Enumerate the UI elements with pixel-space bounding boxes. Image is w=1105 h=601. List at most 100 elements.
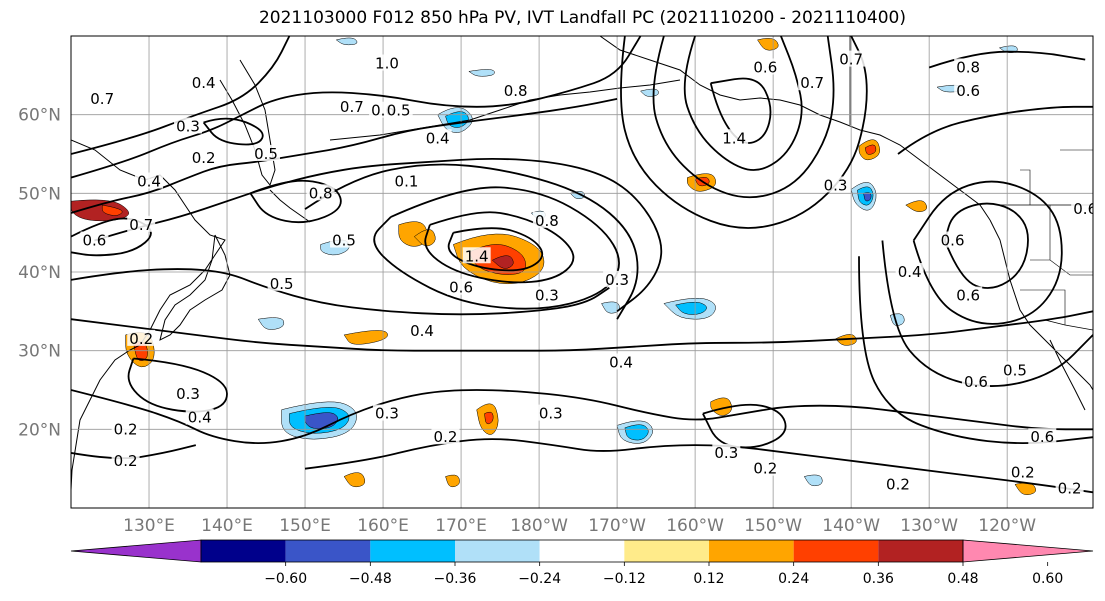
pv-contour-line	[71, 268, 610, 316]
coastline-aleutians	[329, 79, 681, 141]
contour-label: 0.5	[332, 232, 356, 250]
contour-label: 0.2	[886, 475, 910, 493]
pv-anomaly-fill	[491, 255, 514, 269]
map-frame	[70, 35, 1094, 509]
contour-label: 0.3	[535, 287, 559, 305]
contour-label: 0.4	[188, 409, 212, 427]
contour-label-bg	[372, 404, 401, 421]
contour-label: 0.2	[192, 149, 216, 167]
contour-label: 0.2	[1011, 464, 1035, 482]
contour-label-bg	[111, 451, 140, 468]
coastline-baja	[1049, 339, 1086, 411]
pv-anomaly-fill	[675, 301, 707, 315]
contour-label-bg	[127, 215, 156, 232]
contour-label-bg	[603, 270, 632, 287]
lon-tick-label: 160°W	[666, 516, 724, 536]
contour-label: 0.7	[839, 51, 863, 69]
pv-contour-line	[71, 444, 197, 460]
colorbar-tick-label: −0.12	[603, 571, 646, 587]
contour-label: 0.2	[1058, 479, 1082, 497]
contour-label-bg	[1071, 200, 1093, 217]
lat-tick-label: 20°N	[18, 420, 61, 440]
colorbar-bin	[539, 540, 625, 562]
pv-anomaly-fill	[445, 474, 460, 488]
contour-label: 0.6	[1073, 200, 1097, 218]
contour-label-bg	[751, 58, 780, 75]
contour-label-bg	[1000, 361, 1029, 378]
colorbar-tick-label: −0.24	[518, 571, 561, 587]
colorbar-tick-label: 0.24	[778, 571, 809, 587]
contour-label-bg	[337, 97, 366, 114]
contour-label-bg	[392, 172, 421, 189]
pv-anomaly-fill	[468, 69, 495, 77]
pv-contour-line	[447, 227, 544, 272]
contour-label: 1.4	[465, 247, 489, 265]
contour-label: 0.2	[129, 330, 153, 348]
contour-label-bg	[267, 274, 296, 291]
contour-label-bg	[532, 286, 561, 303]
contour-label: 0.7	[90, 90, 114, 108]
contour-label: 0.5	[270, 275, 294, 293]
contour-label-bg	[135, 172, 164, 189]
lon-tick-label: 150°W	[744, 516, 802, 536]
pv-contour-line	[71, 217, 152, 257]
colorbar-bin	[624, 540, 709, 562]
contour-label: 0.2	[114, 420, 138, 438]
pv-anomaly-fill	[343, 472, 366, 488]
contour-label-bg	[536, 404, 565, 421]
contour-label-bg	[306, 184, 335, 201]
contour-label-bg	[954, 286, 983, 303]
coastline-kamchatka	[219, 59, 276, 187]
contour-label: 0.6	[82, 232, 106, 250]
contour-label-layer: 1.0 0.4 0.7 0.3 0.2 0.5 0.4 0.7 0.6 0.4 0.8 0.5 0.1 0…	[80, 50, 1097, 497]
lon-tick-label: 130°W	[900, 516, 958, 536]
contour-label-bg	[895, 263, 924, 279]
pv-contour-layer	[71, 36, 1093, 494]
colorbar-bin	[878, 540, 963, 562]
contour-label: 0.6	[956, 287, 980, 305]
contour-label: 0.4	[192, 74, 216, 92]
contour-label-bg	[532, 211, 561, 228]
contour-label-bg	[954, 58, 983, 75]
contour-label-bg	[1028, 428, 1057, 445]
pv-contour-line	[71, 389, 1093, 444]
colorbar-tick-label: 0.48	[947, 571, 978, 587]
contour-label-bg	[330, 231, 359, 248]
pv-contour-line	[71, 98, 618, 214]
contour-label: 0.3	[605, 271, 629, 289]
contour-label-bg	[837, 50, 866, 67]
pv-contour-line	[71, 36, 291, 155]
pv-contour-line	[373, 186, 620, 310]
pv-contour-line	[897, 105, 1093, 155]
contour-label: 0.6	[1030, 428, 1054, 446]
contour-label: 0.2	[434, 428, 458, 446]
contour-label-bg	[938, 231, 967, 248]
contour-label-bg	[174, 384, 203, 401]
contour-label-bg	[80, 231, 109, 248]
lon-tick-label: 120°W	[978, 516, 1036, 536]
contour-label: 0.3	[176, 385, 200, 403]
contour-label: 0.3	[539, 405, 563, 423]
chart-title: 2021103000 F012 850 hPa PV, IVT Landfall…	[258, 8, 906, 28]
contour-label: 0.4	[410, 322, 434, 340]
contour-label-bg	[883, 475, 912, 492]
pv-contour-line	[71, 310, 1093, 352]
contour-label: 0.8	[504, 82, 528, 100]
pv-contour-line	[71, 36, 642, 179]
pv-anomaly-fill	[864, 144, 877, 155]
pv-contour-line	[912, 180, 1063, 325]
contour-label-bg	[423, 129, 452, 146]
pv-contour-line	[620, 36, 868, 229]
contour-label: 0.1	[395, 173, 419, 191]
pv-contour-line	[202, 117, 264, 146]
contour-label-bg	[1055, 479, 1084, 496]
contour-label: 0.6	[964, 373, 988, 391]
lon-tick-label: 170°E	[435, 516, 487, 536]
contour-label: 0.6	[753, 58, 777, 76]
contour-label: 0.7	[129, 216, 153, 234]
pv-contour-line	[683, 36, 803, 171]
contour-label: 0.2	[114, 452, 138, 470]
contour-label-bg	[189, 74, 218, 91]
contour-label-bg	[174, 117, 203, 134]
contour-label: 0.8	[956, 58, 980, 76]
